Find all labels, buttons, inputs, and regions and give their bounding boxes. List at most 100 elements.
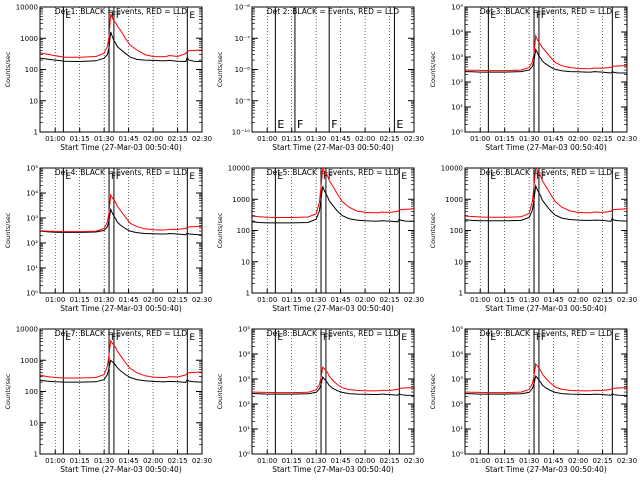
y-tick-label: 10⁴ (451, 29, 463, 37)
x-tick-label: 01:00 (257, 296, 277, 304)
x-tick-label: 01:30 (306, 135, 326, 143)
detector-panel-7: 1 10 100 1000 10000 01:00 01:15 01:30 01:45 02:00… (4, 326, 212, 475)
detector-panel-4: 10⁰ 10¹ 10² 10³ 10⁴ 10⁵ 01:00 01:15 01:30 01:45 02… (4, 165, 212, 314)
x-tick-label: 01:45 (544, 135, 564, 143)
panel-title: Det 6: BLACK = Events, RED = LLD (480, 168, 612, 177)
x-tick-label: 01:45 (119, 135, 139, 143)
x-tick-label: 02:00 (355, 135, 375, 143)
x-tick-label: 01:00 (45, 135, 65, 143)
x-tick-label: 01:15 (495, 135, 515, 143)
y-tick-label: 10000 (441, 165, 463, 173)
x-tick-label: 01:45 (331, 296, 351, 304)
y-tick-label: 10² (451, 401, 463, 409)
y-axis-title: Counts/sec (429, 51, 437, 87)
events-series-line (40, 359, 203, 383)
lld-series-line (40, 13, 203, 58)
lld-series-line (465, 362, 628, 394)
x-axis-title: Start Time (27-Mar-03 00:50:40) (485, 143, 607, 152)
panel-title: Det 4: BLACK = Events, RED = LLD (55, 168, 187, 177)
y-tick-label: 1 (246, 290, 250, 298)
detector-panel-6: 1 10 100 1000 10000 01:00 01:15 01:30 01:45 02:00… (429, 165, 637, 314)
marker-label: E (65, 11, 71, 21)
marker-label: F (541, 333, 546, 343)
plot-frame (464, 328, 628, 455)
x-tick-label: 01:15 (282, 296, 302, 304)
x-tick-label: 02:15 (379, 135, 399, 143)
y-tick-label: 10⁴ (451, 351, 463, 359)
y-tick-label: 10² (26, 240, 38, 248)
y-tick-label: 10² (451, 79, 463, 87)
panel-title: Det 3: BLACK = Events, RED = LLD (480, 7, 612, 16)
y-tick-label: 100 (25, 388, 38, 396)
x-tick-label: 01:30 (519, 135, 539, 143)
y-axis-title: Counts/sec (4, 212, 12, 248)
x-tick-label: 01:15 (495, 457, 515, 465)
panel-title: Det 5: BLACK = Events, RED = LLD (267, 168, 399, 177)
lld-series-line (465, 166, 628, 218)
x-tick-label: 02:30 (192, 296, 212, 304)
x-tick-label: 02:15 (592, 296, 612, 304)
x-tick-label: 01:45 (331, 135, 351, 143)
y-axis-title: Counts/sec (4, 51, 12, 87)
events-series-line (465, 375, 628, 396)
x-tick-label: 01:30 (519, 457, 539, 465)
x-axis-title: Start Time (27-Mar-03 00:50:40) (272, 304, 394, 313)
plot-frame (39, 167, 203, 294)
x-tick-label: 02:30 (192, 135, 212, 143)
x-tick-label: 01:45 (119, 457, 139, 465)
x-tick-label: 01:00 (45, 296, 65, 304)
y-tick-label: 100 (25, 66, 38, 74)
lld-series-line (252, 167, 415, 218)
lld-series-line (40, 339, 203, 379)
y-tick-label: 1 (459, 290, 463, 298)
y-tick-label: 1000 (20, 357, 38, 365)
events-series-line (252, 186, 415, 224)
y-tick-label: 10³ (451, 376, 463, 384)
marker-label: E (65, 333, 71, 343)
detector-panel-9: 10⁰ 10¹ 10² 10³ 10⁴ 10⁵ 01:00 01:15 01:30 01:45 02… (429, 326, 637, 475)
x-tick-label: 01:15 (495, 296, 515, 304)
x-axis-title: Start Time (27-Mar-03 00:50:40) (272, 143, 394, 152)
x-tick-label: 02:15 (379, 296, 399, 304)
y-tick-label: 10⁰ (238, 451, 250, 459)
y-tick-label: 10 (454, 258, 463, 266)
y-tick-label: 10⁻¹⁰ (232, 129, 250, 137)
panel-title: Det 1: BLACK = Events, RED = LLD (55, 7, 187, 16)
marker-label: F (331, 118, 337, 131)
x-axis-title: Start Time (27-Mar-03 00:50:40) (60, 304, 182, 313)
y-tick-label: 10⁰ (451, 451, 463, 459)
x-tick-label: 02:30 (404, 296, 424, 304)
detector-panel-3: 10⁰ 10¹ 10² 10³ 10⁴ 10⁵ 01:00 01:15 01:30 01:45 02… (429, 4, 637, 153)
events-series-line (465, 47, 627, 74)
y-tick-label: 100 (237, 227, 250, 235)
x-tick-label: 01:15 (282, 457, 302, 465)
marker-label: E (189, 333, 195, 343)
panel-title: Det 8: BLACK = Events, RED = LLD (267, 329, 399, 338)
y-tick-label: 10 (241, 258, 250, 266)
marker-label: E (277, 333, 283, 343)
y-tick-label: 1000 (20, 35, 38, 43)
panel-title: Det 7: BLACK = Events, RED = LLD (55, 329, 187, 338)
events-series-line (40, 207, 203, 236)
y-tick-label: 10⁴ (26, 190, 38, 198)
y-tick-label: 10⁻⁹ (235, 97, 251, 105)
x-tick-label: 01:30 (306, 457, 326, 465)
marker-label: E (614, 172, 620, 182)
x-tick-label: 02:15 (379, 457, 399, 465)
plot-frame (251, 328, 415, 455)
x-tick-label: 02:00 (568, 457, 588, 465)
y-tick-label: 100 (450, 227, 463, 235)
y-tick-label: 10⁵ (26, 165, 38, 173)
x-tick-label: 02:00 (143, 296, 163, 304)
y-tick-label: 10⁻⁸ (235, 66, 251, 74)
x-tick-label: 02:00 (568, 296, 588, 304)
events-series-line (252, 375, 415, 396)
y-tick-label: 10¹ (451, 104, 463, 112)
marker-label: E (396, 118, 403, 131)
x-tick-label: 02:30 (617, 135, 637, 143)
y-tick-label: 10⁰ (451, 129, 463, 137)
x-tick-label: 01:45 (544, 296, 564, 304)
detector-panel-2: 10⁻¹⁰ 10⁻⁹ 10⁻⁸ 10⁻⁷ 10⁻⁶ 01:00 01:15 01:30 01:4… (216, 4, 424, 153)
lld-series-line (465, 33, 628, 72)
